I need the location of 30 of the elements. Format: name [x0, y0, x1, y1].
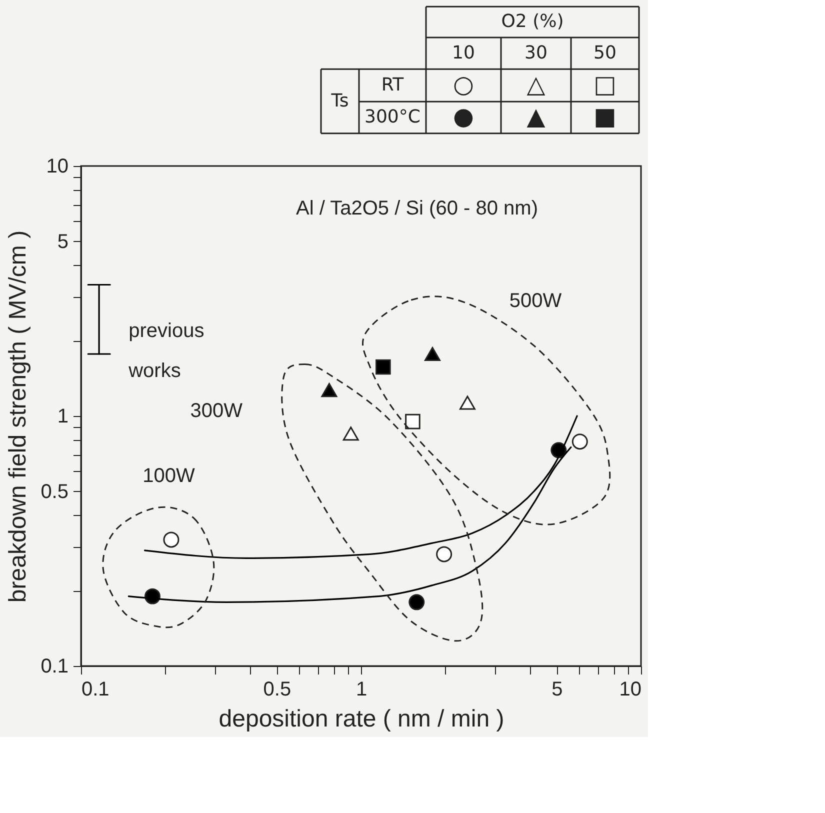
text: Ts — [330, 90, 349, 112]
x-tick-label: 0.5 — [263, 678, 292, 700]
annotation: 300W — [190, 400, 243, 422]
annotation: 100W — [142, 465, 195, 487]
annotation: previous works — [128, 320, 204, 382]
annotation: Al / Ta2O5 / Si (60 - 80 nm) — [296, 198, 538, 220]
annotation: 500W — [509, 290, 562, 312]
y-tick-label: 0.5 — [40, 480, 68, 503]
x-axis-title: deposition rate ( nm / min ) — [218, 706, 504, 732]
text: 30 — [524, 42, 548, 64]
x-tick-label: 5 — [552, 678, 563, 700]
text: ■ — [594, 102, 616, 130]
text: 50 — [594, 42, 616, 64]
text: 300°C — [364, 106, 420, 128]
text: △ — [526, 70, 546, 98]
text: 10 — [452, 42, 475, 64]
x-tick-label: 0.1 — [82, 678, 110, 700]
text: □ — [594, 70, 616, 98]
y-tick-label: 0.1 — [40, 656, 68, 678]
x-tick-label: 10 — [619, 678, 642, 700]
text: RT — [381, 74, 405, 96]
text: ▲ — [526, 102, 546, 130]
text: ○ — [453, 70, 474, 98]
y-tick-label: 1 — [57, 406, 68, 428]
y-axis-title: breakdown field strength ( MV/cm ) — [4, 230, 32, 603]
text: O2 (%) — [501, 11, 564, 32]
text: ● — [453, 102, 474, 130]
x-tick-label: 1 — [356, 678, 368, 700]
y-tick-label: 10 — [46, 156, 68, 178]
y-tick-label: 5 — [57, 230, 68, 253]
